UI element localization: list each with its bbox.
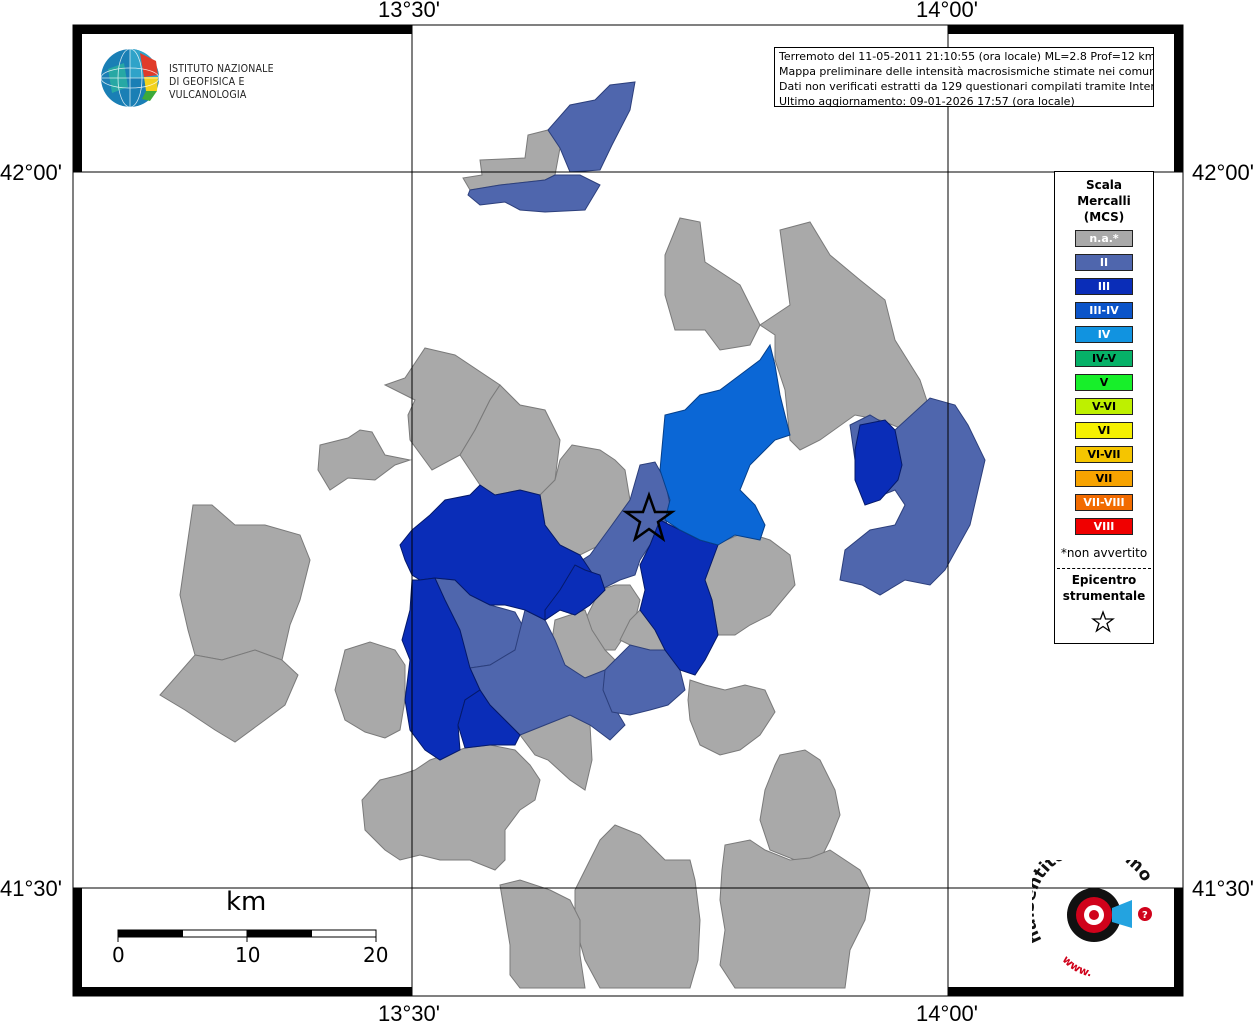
- legend-item-v-vi: V-VI: [1075, 398, 1133, 415]
- lat-label-right-bottom: 41°30': [1192, 876, 1254, 901]
- scale-unit-label: km: [226, 887, 267, 917]
- lon-label-bottom-right: 14°00': [916, 1001, 978, 1026]
- haisentito-logo: haisentitoilterremoto.it www. ?: [1032, 860, 1156, 980]
- legend-epicenter-line-1: Epicentro: [1071, 573, 1137, 587]
- legend-item-iii: III: [1075, 278, 1133, 295]
- legend-epicenter-label: Epicentro strumentale: [1055, 572, 1153, 604]
- scale-bar: [117, 929, 377, 942]
- lon-label-top-left: 13°30': [378, 0, 440, 22]
- epicenter-star-icon: [622, 491, 676, 543]
- legend-item-viii: VIII: [1075, 518, 1133, 535]
- legend-item-vii-viii: VII-VIII: [1075, 494, 1133, 511]
- legend-item-vi: VI: [1075, 422, 1133, 439]
- legend-item-iii-iv: III-IV: [1075, 302, 1133, 319]
- institute-line-1: ISTITUTO NAZIONALE: [169, 63, 274, 75]
- institute-line-2: DI GEOFISICA E VULCANOLOGIA: [169, 76, 247, 101]
- lon-label-bottom-left: 13°30': [378, 1001, 440, 1026]
- municipalities-intensity-III-IV: [659, 343, 791, 546]
- lon-label-top-right: 14°00': [916, 0, 978, 22]
- info-line-3: Dati non verificati estratti da 129 ques…: [779, 80, 1154, 93]
- lat-label-left-top: 42°00': [0, 160, 62, 185]
- epicenter-legend-star-icon: [1091, 610, 1115, 633]
- svg-text:www.: www.: [1060, 953, 1093, 980]
- scale-tick-0: 0: [112, 943, 125, 967]
- graticule: [73, 25, 1183, 996]
- legend-epicenter-line-2: strumentale: [1062, 589, 1146, 603]
- globe-icon: [100, 48, 160, 108]
- legend-title-line-1: Scala: [1085, 178, 1123, 192]
- municipalities-intensity-III: [399, 419, 903, 761]
- legend-item-vii: VII: [1075, 470, 1133, 487]
- scale-tick-10: 10: [235, 943, 261, 967]
- legend-title-line-3: (MCS): [1083, 210, 1125, 224]
- municipalities-not-available: [159, 129, 931, 989]
- ingv-logo: ISTITUTO NAZIONALE DI GEOFISICA E VULCAN…: [100, 47, 320, 111]
- haisentito-url: www.: [1060, 953, 1093, 980]
- info-line-2: Mappa preliminare delle intensità macros…: [779, 65, 1154, 78]
- info-line-1: Terremoto del 11-05-2011 21:10:55 (ora l…: [779, 50, 1154, 63]
- map-frame: [73, 25, 1183, 996]
- legend-item-ii: II: [1075, 254, 1133, 271]
- legend-item-iv-v: IV-V: [1075, 350, 1133, 367]
- legend-item-n-a: n.a.*: [1075, 230, 1133, 247]
- megaphone-icon: [1112, 900, 1132, 928]
- mercalli-legend: Scala Mercalli (MCS) n.a.* II III III-IV IV I…: [1054, 171, 1154, 644]
- legend-divider: [1057, 568, 1151, 569]
- legend-note: *non avvertito: [1060, 546, 1148, 560]
- legend-item-iv: IV: [1075, 326, 1133, 343]
- question-icon: [1138, 907, 1152, 921]
- lat-label-right-top: 42°00': [1192, 160, 1254, 185]
- legend-item-v: V: [1075, 374, 1133, 391]
- lat-label-left-bottom: 41°30': [0, 876, 62, 901]
- svg-text:?: ?: [1142, 910, 1148, 921]
- legend-item-vi-vii: VI-VII: [1075, 446, 1133, 463]
- legend-title: Scala Mercalli (MCS): [1055, 177, 1153, 225]
- info-line-4: Ultimo aggiornamento: 09-01-2026 17:57 (…: [779, 95, 1075, 107]
- institute-name: ISTITUTO NAZIONALE DI GEOFISICA E VULCAN…: [169, 63, 320, 102]
- scale-tick-20: 20: [363, 943, 389, 967]
- earthquake-info-box: Terremoto del 11-05-2011 21:10:55 (ora l…: [774, 47, 1154, 107]
- legend-title-line-2: Mercalli: [1077, 194, 1131, 208]
